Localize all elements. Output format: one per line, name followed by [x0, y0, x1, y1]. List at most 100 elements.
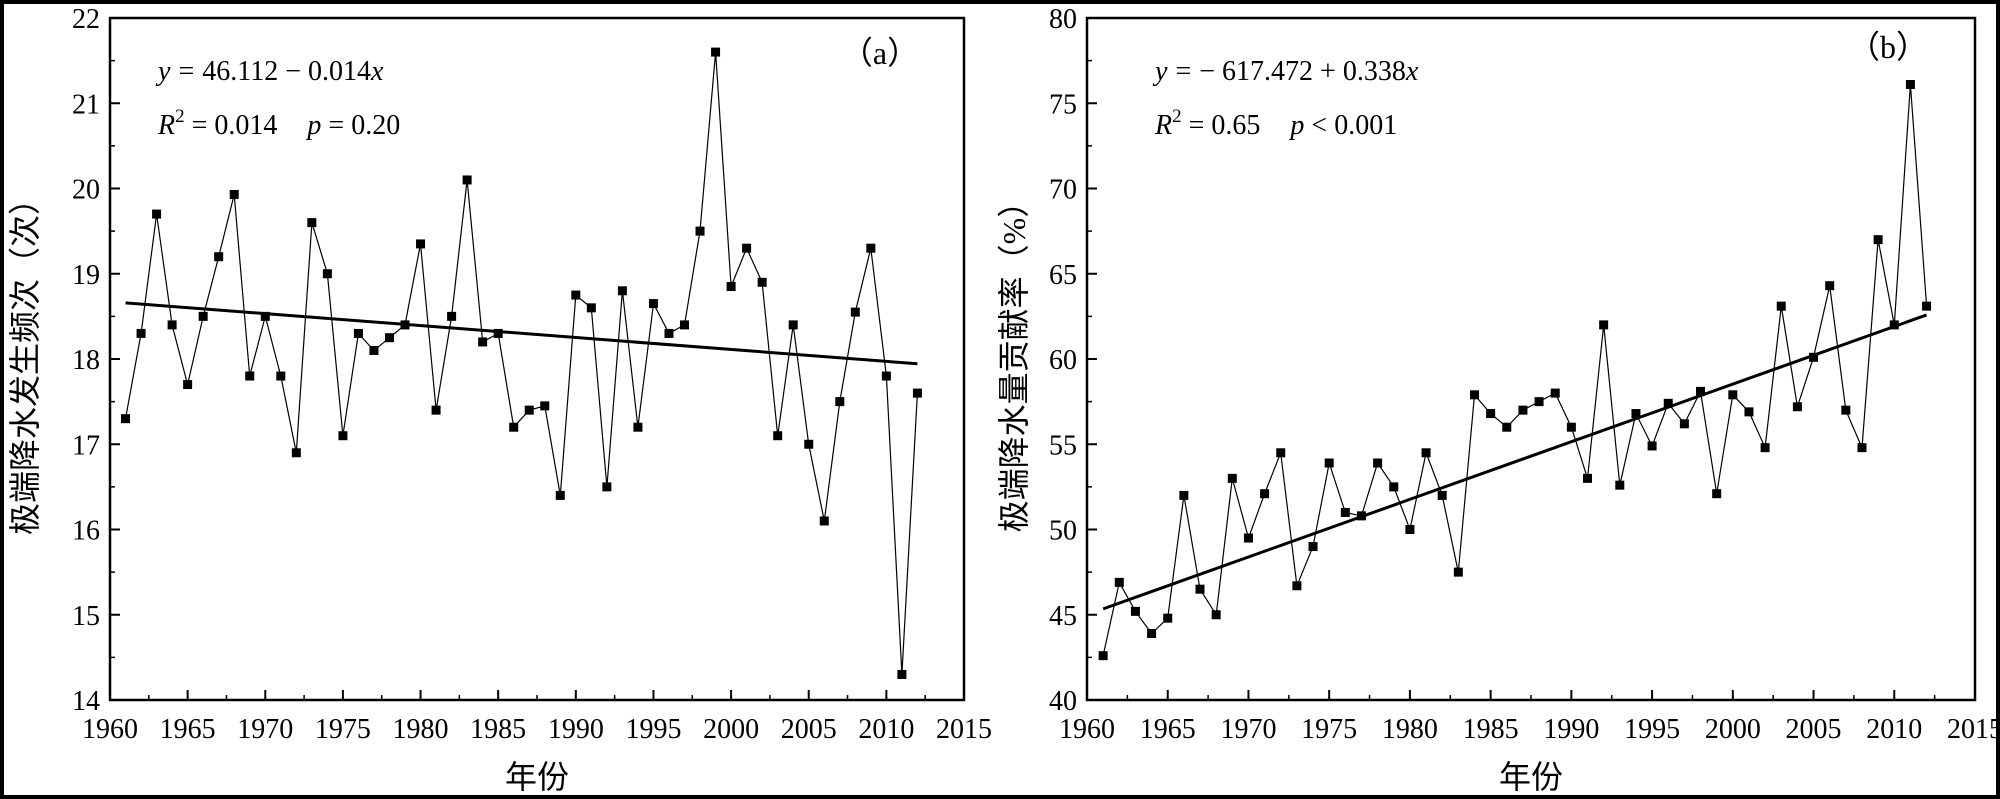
- data-point: [540, 401, 550, 411]
- data-point: [307, 218, 317, 228]
- x-tick-label: 2015: [936, 714, 992, 745]
- data-point: [1825, 281, 1835, 291]
- data-point: [1130, 606, 1140, 616]
- data-point: [1405, 525, 1415, 534]
- data-point: [1324, 458, 1334, 468]
- x-tick-label: 1980: [393, 714, 449, 745]
- data-point: [462, 175, 472, 185]
- data-point: [819, 516, 829, 526]
- data-point: [1922, 301, 1932, 311]
- x-tick-label: 2015: [1947, 714, 2000, 745]
- data-point: [757, 277, 767, 287]
- panel-label: （a）: [841, 35, 919, 71]
- x-tick-label: 2010: [1866, 714, 1922, 745]
- x-tick-label: 1965: [1140, 714, 1196, 745]
- data-point: [773, 431, 783, 441]
- data-point: [648, 299, 658, 309]
- data-point: [1098, 651, 1108, 661]
- data-point: [835, 397, 845, 407]
- data-point: [850, 307, 860, 317]
- regression-equation: y = − 617.472 + 0.338x: [1152, 56, 1419, 87]
- data-point: [1615, 480, 1625, 490]
- x-tick-label: 1985: [470, 714, 526, 745]
- data-point: [1599, 320, 1609, 330]
- data-point: [276, 371, 286, 381]
- data-point: [229, 189, 239, 199]
- data-point: [1809, 352, 1819, 362]
- data-point: [1841, 405, 1851, 415]
- x-tick-label: 2010: [858, 714, 914, 745]
- eq-rhs: − 617.472 + 0.338: [1199, 56, 1406, 87]
- eq-y: y: [1152, 56, 1168, 87]
- data-point: [1453, 567, 1463, 577]
- data-point: [1776, 301, 1786, 311]
- data-point: [866, 243, 876, 253]
- data-point: [1502, 422, 1512, 432]
- x-tick-label: 2005: [781, 714, 837, 745]
- eq-rhs: 46.112 − 0.014: [202, 56, 371, 87]
- stat-r2-value: = 0.65: [1182, 110, 1261, 141]
- x-tick-label: 1990: [548, 714, 604, 745]
- data-point: [586, 303, 596, 313]
- x-tick-label: 2000: [703, 714, 759, 745]
- stat-r: R: [157, 110, 175, 141]
- data-point: [1437, 490, 1447, 500]
- data-point: [1679, 419, 1689, 429]
- x-tick-label: 1970: [237, 714, 293, 745]
- y-tick-label: 40: [1049, 686, 1077, 717]
- data-point: [1905, 79, 1915, 89]
- data-point: [726, 282, 736, 292]
- x-tick-label: 2000: [1705, 714, 1761, 745]
- eq-x: x: [370, 56, 384, 87]
- y-tick-label: 70: [1049, 175, 1077, 206]
- x-tick-label: 1970: [1220, 714, 1276, 745]
- data-point: [1260, 489, 1270, 499]
- series-line: [1102, 84, 1928, 656]
- y-tick-label: 55: [1049, 430, 1077, 461]
- data-point: [1421, 448, 1431, 458]
- stat-p: p: [305, 110, 321, 141]
- stat-r: R: [1154, 110, 1172, 141]
- x-tick-label: 1990: [1543, 714, 1599, 745]
- data-point: [1631, 409, 1641, 419]
- data-point: [121, 414, 131, 424]
- x-tick-label: 1980: [1382, 714, 1438, 745]
- panel-label: （b）: [1848, 29, 1928, 65]
- data-point: [1760, 443, 1770, 453]
- data-point: [711, 47, 721, 57]
- chart-panel-b: 1960 1965 1970 1975 1980 1985 1990 1995 2000 2005…: [996, 4, 2000, 795]
- data-point: [664, 328, 674, 338]
- data-point: [1566, 422, 1576, 432]
- y-tick-label: 21: [72, 89, 100, 120]
- data-point: [322, 269, 332, 279]
- data-point: [1389, 482, 1399, 492]
- data-point: [167, 320, 177, 330]
- data-point: [369, 345, 379, 355]
- data-point: [524, 405, 534, 415]
- y-tick-label: 16: [72, 516, 100, 547]
- y-tick-label: 65: [1049, 260, 1077, 291]
- data-point: [1227, 473, 1237, 483]
- data-point: [1147, 629, 1157, 639]
- x-tick-label: 1975: [315, 714, 371, 745]
- stat-p-value: = 0.20: [321, 110, 400, 141]
- y-axis-label: 极端降水发生频次（次）: [7, 183, 43, 535]
- y-tick-label: 20: [72, 175, 100, 206]
- data-point: [1276, 448, 1286, 458]
- data-point: [695, 226, 705, 236]
- chart-panel-a: 1960 1965 1970 1975 1980 1985 1990 1995 2000 2005…: [7, 4, 992, 795]
- data-point: [1469, 390, 1479, 400]
- y-tick-label: 80: [1049, 4, 1077, 35]
- data-point: [1163, 613, 1173, 623]
- x-tick-label: 1995: [625, 714, 681, 745]
- regression-stats: R2 = 0.014 p = 0.20: [157, 106, 400, 141]
- data-point: [1728, 390, 1738, 400]
- data-point: [897, 669, 907, 679]
- data-point: [1663, 398, 1673, 408]
- regression-stats: R2 = 0.65 p < 0.001: [1154, 106, 1397, 141]
- y-tick-label: 60: [1049, 345, 1077, 376]
- data-point: [1583, 473, 1593, 483]
- data-point: [633, 422, 643, 432]
- data-point: [447, 311, 457, 321]
- data-point: [788, 320, 798, 330]
